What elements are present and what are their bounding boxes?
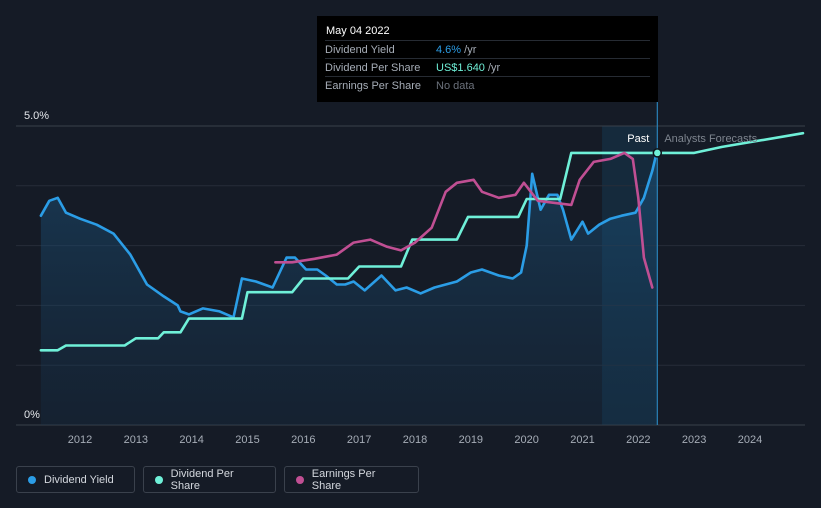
legend-item-earnings-per-share[interactable]: Earnings Per Share — [284, 466, 419, 493]
legend-dot-icon — [296, 475, 304, 484]
legend-dot-icon — [155, 475, 163, 484]
tooltip-value: US$1.640 /yr — [436, 62, 501, 74]
x-tick-label: 2020 — [514, 434, 538, 446]
legend-item-dividend-yield[interactable]: Dividend Yield — [16, 466, 135, 493]
tooltip-row-dividend-per-share: Dividend Per Share US$1.640 /yr — [325, 58, 650, 77]
series-line-dividend-yield — [39, 148, 659, 319]
legend-item-dividend-per-share[interactable]: Dividend Per Share — [143, 466, 276, 493]
legend-dot-icon — [28, 475, 36, 484]
tooltip-label: Dividend Yield — [325, 44, 395, 56]
x-tick-label: 2016 — [291, 434, 315, 446]
x-tick-label: 2018 — [403, 434, 427, 446]
x-tick-label: 2012 — [68, 434, 92, 446]
x-tick-label: 2023 — [682, 434, 706, 446]
series-line-earnings-per-share — [274, 151, 654, 289]
tooltip-label: Earnings Per Share — [325, 80, 421, 92]
y-axis: 5.0% 0% — [24, 110, 49, 421]
x-tick-label: 2022 — [626, 434, 650, 446]
legend-label: Dividend Yield — [44, 473, 114, 486]
x-axis: 2012 2013 2014 2015 2016 2017 2018 2019 2020 2021… — [68, 434, 762, 446]
tooltip-value: 4.6% /yr — [436, 44, 477, 56]
series-line-dividend-per-share — [39, 131, 805, 352]
tooltip-label: Dividend Per Share — [325, 62, 421, 74]
legend-label: Dividend Per Share — [170, 467, 234, 492]
y-tick-label: 5.0% — [24, 110, 49, 122]
x-tick-label: 2014 — [179, 434, 203, 446]
x-tick-label: 2013 — [124, 434, 148, 446]
x-tick-label: 2019 — [459, 434, 483, 446]
legend-label: Earnings Per Share — [311, 467, 376, 492]
tooltip: May 04 2022 Dividend Yield 4.6% /yr Divi… — [317, 16, 658, 102]
cursor-dot — [652, 148, 663, 158]
dividend-yield-area — [40, 149, 658, 425]
forecast-label: Analysts Forecasts — [664, 133, 757, 145]
tooltip-date: May 04 2022 — [326, 25, 390, 37]
legend: Dividend Yield Dividend Per Share Earnin… — [16, 466, 419, 493]
tooltip-row-earnings-per-share: Earnings Per Share No data — [325, 76, 650, 95]
x-tick-label: 2021 — [570, 434, 594, 446]
x-tick-label: 2017 — [347, 434, 371, 446]
past-label: Past — [627, 133, 649, 145]
tooltip-value: No data — [436, 80, 475, 92]
tooltip-row-dividend-yield: Dividend Yield 4.6% /yr — [325, 40, 650, 59]
y-tick-label: 0% — [24, 409, 40, 421]
x-tick-label: 2024 — [738, 434, 762, 446]
x-tick-label: 2015 — [235, 434, 259, 446]
